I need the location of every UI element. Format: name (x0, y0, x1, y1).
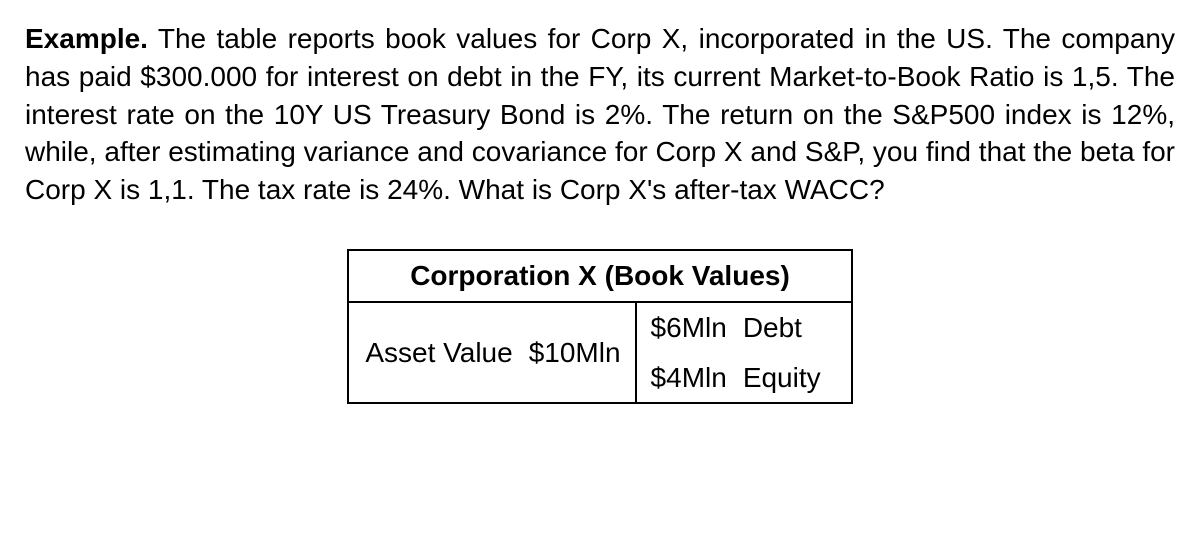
example-body: The table reports book values for Corp X… (25, 23, 1175, 205)
equity-amount: $4Mln (636, 353, 735, 404)
example-paragraph: Example. The table reports book values f… (25, 20, 1175, 209)
asset-value: $10Mln (525, 302, 636, 404)
equity-label: Equity (735, 353, 852, 404)
table-wrapper: Corporation X (Book Values) Asset Value … (25, 249, 1175, 404)
book-values-table: Corporation X (Book Values) Asset Value … (347, 249, 852, 404)
table-title: Corporation X (Book Values) (348, 250, 851, 302)
example-lead: Example. (25, 23, 148, 54)
asset-label: Asset Value (348, 302, 524, 404)
debt-label: Debt (735, 302, 852, 353)
debt-amount: $6Mln (636, 302, 735, 353)
